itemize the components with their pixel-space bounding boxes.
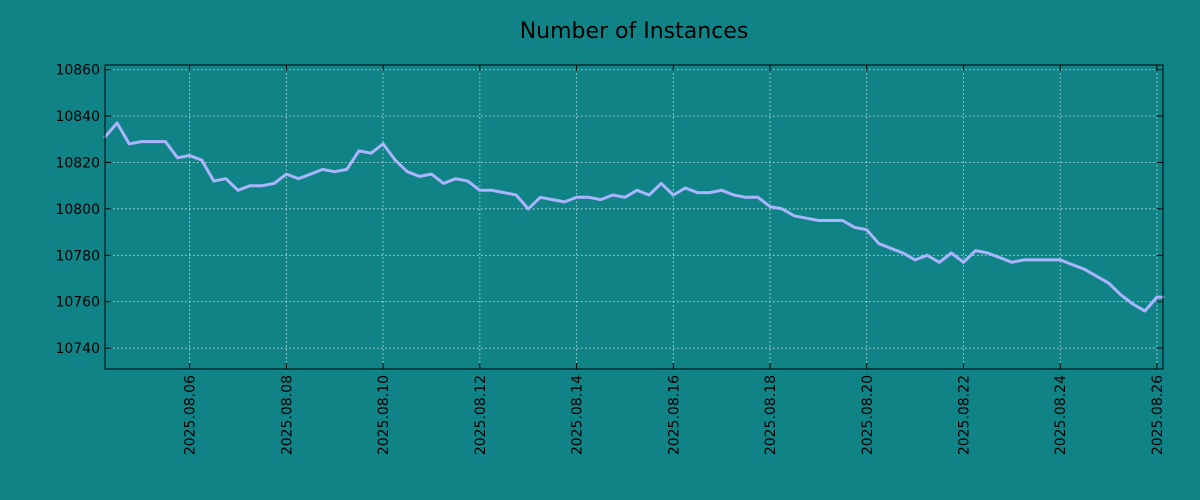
- chart-title: Number of Instances: [520, 19, 749, 44]
- x-tick-label: 2025.08.12: [473, 375, 489, 455]
- plot-area-frame: [104, 64, 1164, 370]
- x-axis: 2025.08.06 2025.08.08 2025.08.10 2025.08.12…: [183, 65, 1166, 455]
- x-tick-label: 2025.08.22: [956, 375, 972, 455]
- y-tick-label: 10840: [55, 109, 100, 125]
- series-line: [103, 121, 1165, 313]
- x-tick-label: 2025.08.20: [860, 375, 876, 455]
- x-tick-label: 2025.08.14: [570, 375, 586, 455]
- y-tick-label: 10740: [55, 341, 100, 357]
- y-axis: 10740 10760 10780 10800 10820 10840 10860: [55, 63, 1163, 357]
- y-tick-label: 10760: [55, 295, 100, 311]
- y-tick-label: 10800: [55, 202, 100, 218]
- x-tick-label: 2025.08.10: [376, 375, 392, 455]
- y-tick-label: 10860: [55, 63, 100, 79]
- x-tick-label: 2025.08.16: [666, 375, 682, 455]
- x-tick-label: 2025.08.18: [763, 375, 779, 455]
- x-tick-label: 2025.08.24: [1053, 375, 1069, 455]
- y-tick-label: 10780: [55, 248, 100, 264]
- x-tick-label: 2025.08.08: [279, 375, 295, 455]
- grid: [105, 65, 1163, 369]
- x-tick-label: 2025.08.26: [1150, 375, 1166, 455]
- y-tick-label: 10820: [55, 155, 100, 171]
- series-layer: [103, 121, 1165, 313]
- x-tick-label: 2025.08.06: [183, 375, 199, 455]
